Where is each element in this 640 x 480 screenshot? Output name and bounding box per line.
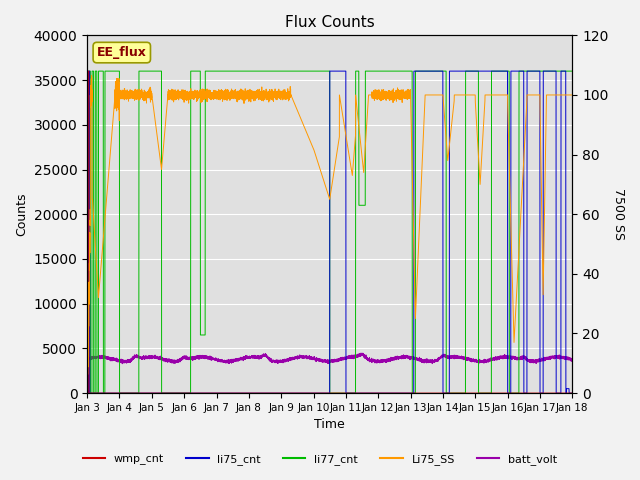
Title: Flux Counts: Flux Counts: [285, 15, 374, 30]
Y-axis label: Counts: Counts: [15, 192, 28, 236]
Y-axis label: 7500 SS: 7500 SS: [612, 188, 625, 240]
Text: EE_flux: EE_flux: [97, 46, 147, 59]
Legend: wmp_cnt, li75_cnt, li77_cnt, Li75_SS, batt_volt: wmp_cnt, li75_cnt, li77_cnt, Li75_SS, ba…: [78, 450, 562, 469]
X-axis label: Time: Time: [314, 419, 345, 432]
